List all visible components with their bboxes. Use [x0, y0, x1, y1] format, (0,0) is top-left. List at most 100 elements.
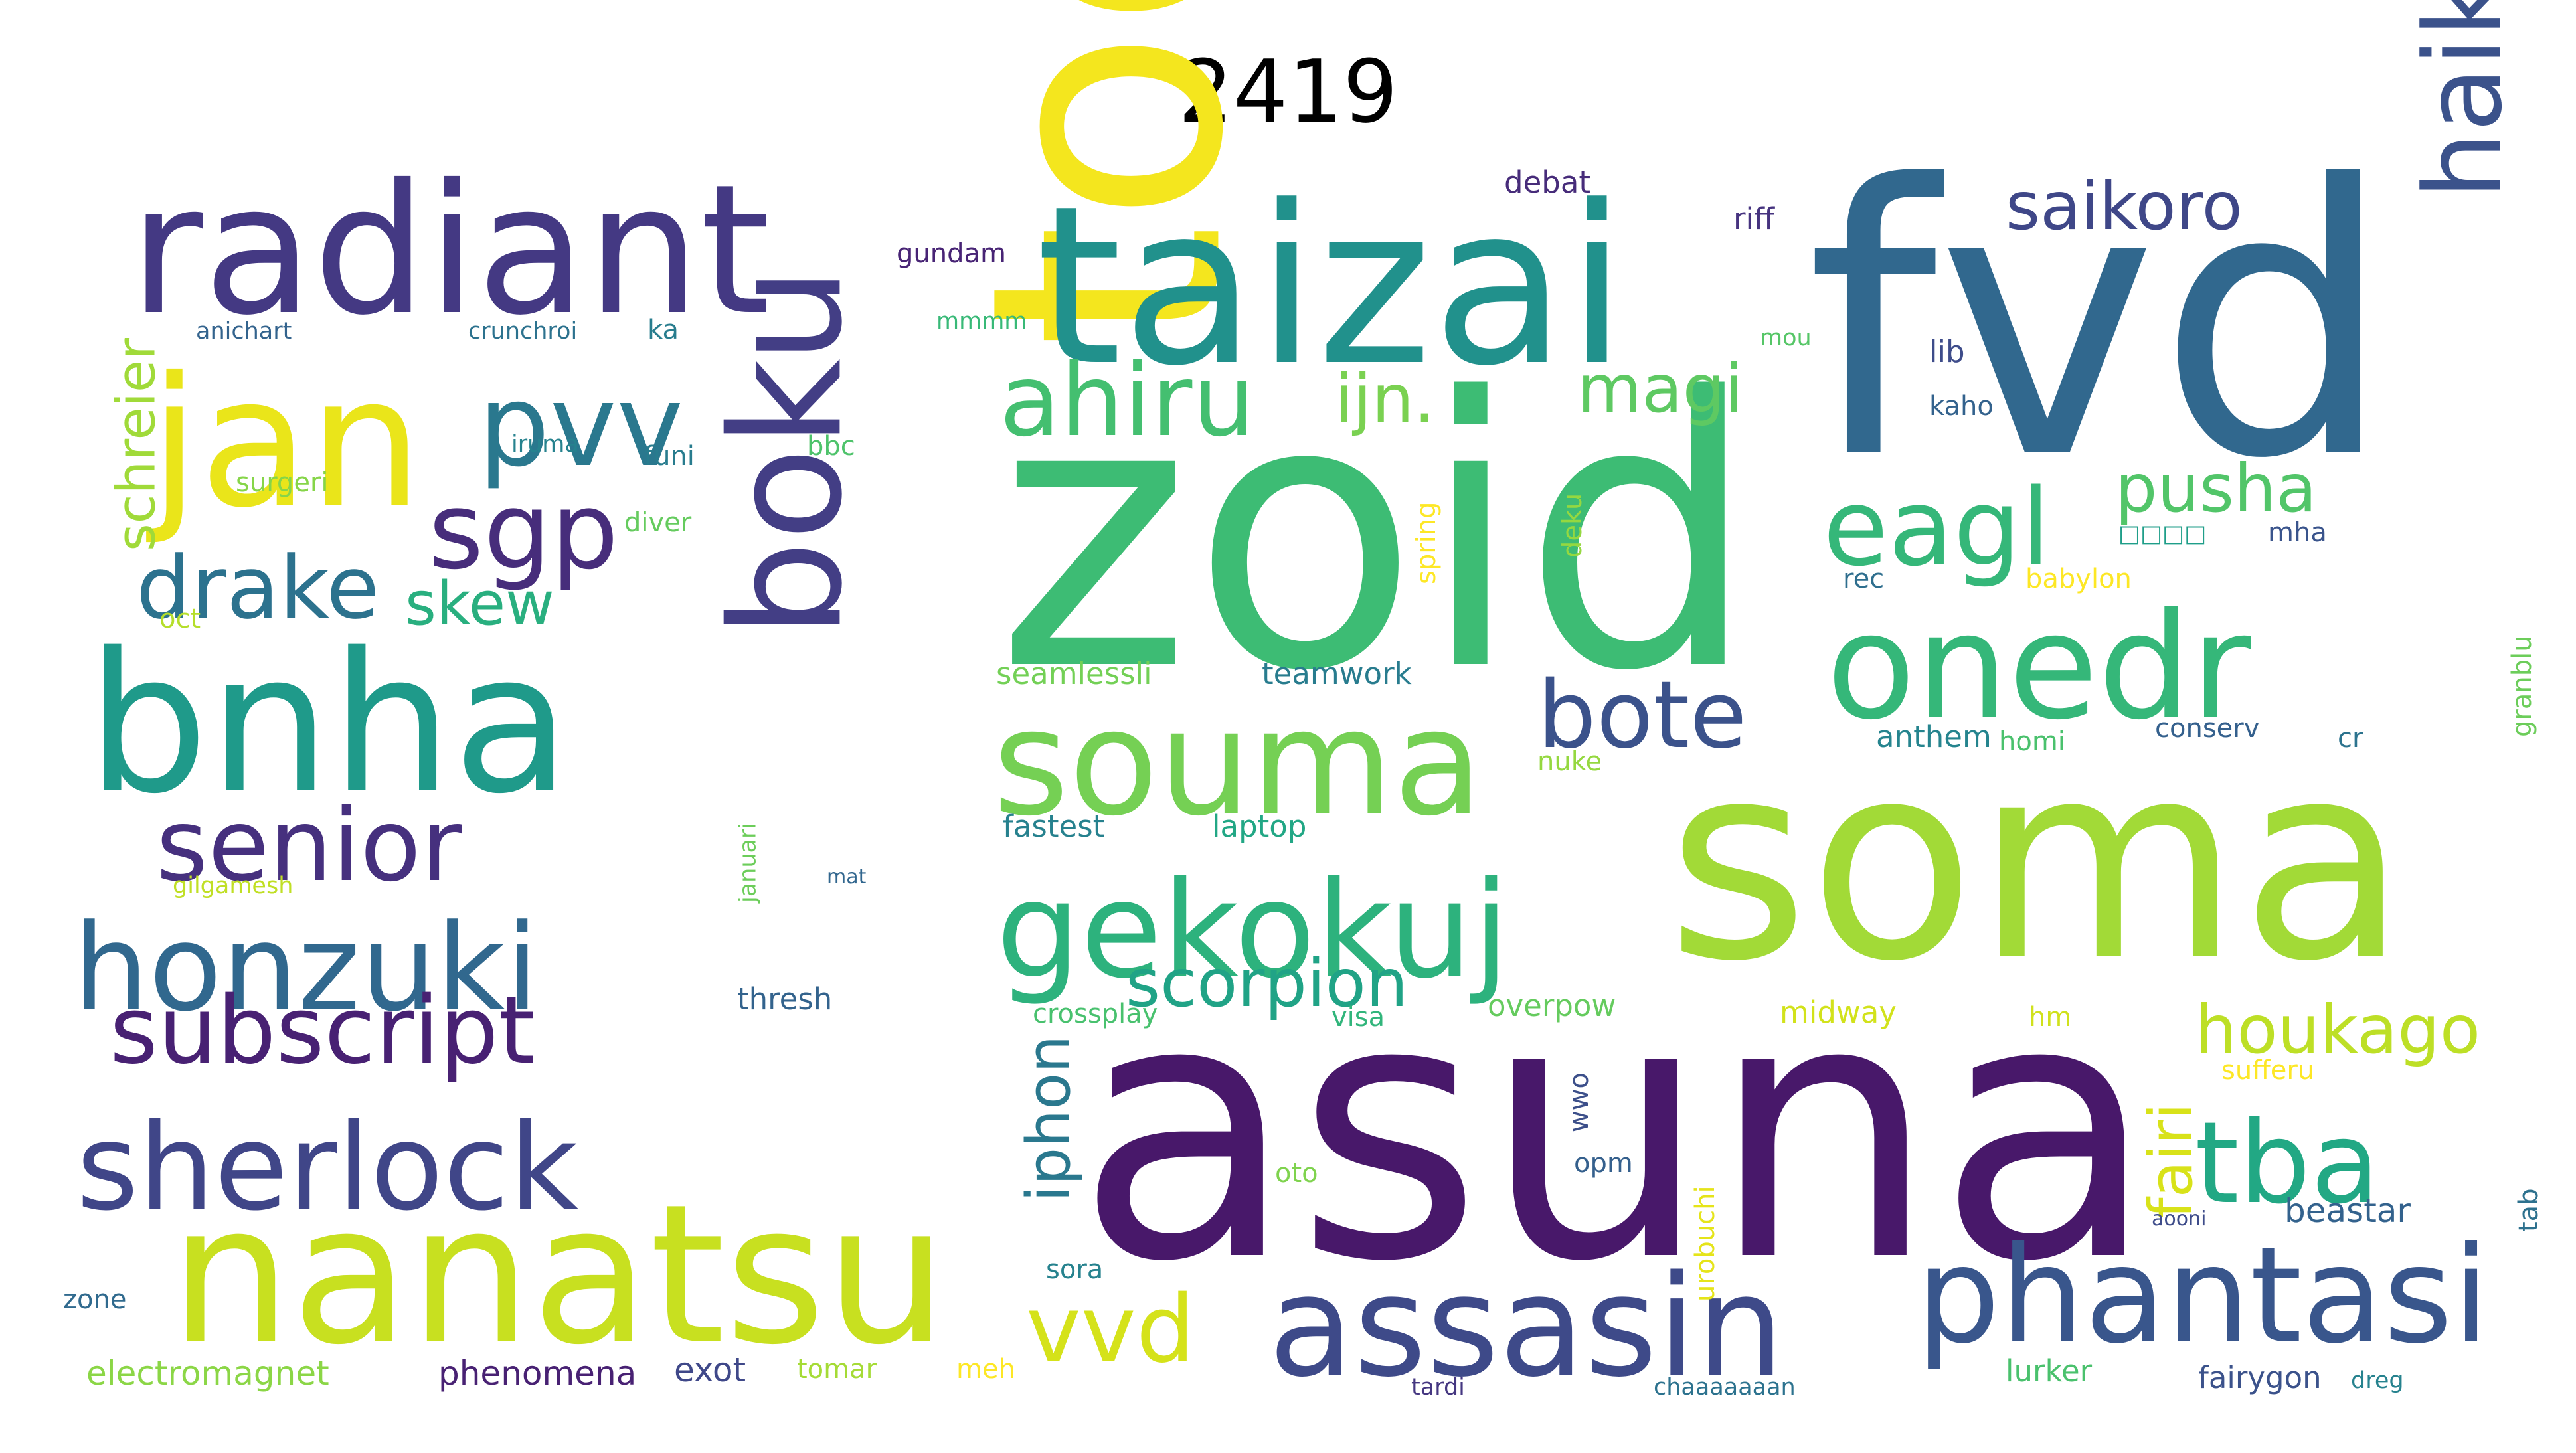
word-88: sora: [1046, 1254, 1103, 1285]
word-36: iphon: [1014, 1035, 1084, 1202]
word-35: skew: [405, 569, 555, 639]
word-69: januari: [734, 823, 761, 904]
word-73: mat: [827, 865, 867, 889]
wordcloud-title: 2419: [1178, 41, 1398, 142]
word-18: sherlock: [76, 1098, 578, 1237]
word-5: taizai: [1036, 159, 1627, 414]
word-94: meh: [956, 1354, 1015, 1385]
word-71: laptop: [1212, 809, 1306, 844]
word-3: soma: [1667, 703, 2407, 1021]
word-81: urobuchi: [1690, 1185, 1721, 1302]
word-72: gilgamesh: [173, 873, 293, 899]
word-4: todd: [922, 0, 1294, 349]
word-8: bnha: [86, 612, 570, 836]
word-33: ijn.: [1335, 360, 1435, 438]
word-87: tab: [2514, 1188, 2544, 1232]
word-29: scorpion: [1126, 944, 1408, 1022]
word-99: dreg: [2351, 1367, 2404, 1394]
word-80: sufferu: [2221, 1055, 2314, 1086]
word-46: mou: [1760, 325, 1812, 351]
word-22: senior: [156, 788, 462, 904]
word-1: zoid: [996, 319, 1759, 752]
word-42: ka: [647, 315, 679, 345]
word-82: opm: [1574, 1148, 1633, 1179]
word-25: sgp: [428, 469, 618, 593]
word-54: spring: [1411, 501, 1442, 584]
word-13: assasin: [1268, 1245, 1784, 1408]
word-57: mha: [2268, 517, 2327, 548]
word-21: ahiru: [999, 343, 1255, 459]
word-16: haikyuu: [2401, 0, 2526, 199]
word-95: tardi: [1411, 1374, 1465, 1401]
word-59: babylon: [2025, 564, 2132, 594]
word-9: jan: [144, 338, 423, 547]
word-91: phenomena: [438, 1354, 636, 1393]
word-44: debat: [1504, 165, 1590, 200]
word-39: gundam: [897, 238, 1006, 269]
word-10: boku: [699, 266, 876, 638]
word-86: beastar: [2284, 1191, 2411, 1230]
word-32: saikoro: [2006, 167, 2243, 245]
word-51: bbc: [807, 431, 855, 462]
word-28: vvd: [1026, 1276, 1195, 1384]
word-12: souma: [993, 678, 1483, 848]
word-79: hm: [2029, 1002, 2071, 1033]
word-84: oto: [1275, 1158, 1318, 1189]
word-61: seamlessli: [996, 656, 1152, 691]
word-41: crunchroi: [468, 318, 577, 345]
word-85: aooni: [2152, 1207, 2206, 1231]
word-48: kaho: [1929, 391, 1994, 422]
word-64: anthem: [1876, 719, 1992, 754]
word-62: teamwork: [1262, 656, 1412, 691]
word-97: lurker: [2006, 1353, 2093, 1389]
word-0: fvd: [1806, 107, 2393, 540]
word-74: thresh: [737, 982, 832, 1017]
word-92: exot: [674, 1351, 746, 1389]
word-20: eagl: [1823, 466, 2051, 590]
word-77: overpow: [1488, 988, 1616, 1023]
word-96: chaaaaaaan: [1654, 1374, 1796, 1401]
word-50: funi: [644, 441, 695, 471]
word-98: fairygon: [2198, 1360, 2322, 1395]
word-37: fairi: [2136, 1103, 2206, 1219]
word-78: midway: [1780, 995, 1897, 1030]
word-6: radiant: [129, 145, 770, 355]
word-56: oct: [159, 604, 201, 634]
word-68: nuke: [1537, 746, 1602, 777]
word-93: tomar: [797, 1354, 877, 1385]
word-19: tba: [2195, 1098, 2380, 1229]
word-14: phantasi: [1916, 1219, 2490, 1373]
word-17: honzuki: [73, 899, 539, 1038]
word-53: diver: [624, 507, 692, 538]
word-58: rec: [1843, 564, 1884, 594]
word-26: drake: [136, 537, 379, 638]
word-75: crossplay: [1033, 999, 1158, 1029]
word-45: riff: [1733, 201, 1775, 236]
word-90: electromagnet: [86, 1354, 329, 1393]
word-34: pusha: [2115, 450, 2317, 527]
word-60: □□□□: [2118, 521, 2206, 547]
word-66: conserv: [2155, 713, 2259, 744]
word-49: iruma: [511, 431, 579, 458]
word-38: schreier: [105, 338, 167, 551]
word-30: houkago: [2195, 991, 2480, 1068]
word-83: wwo: [1564, 1072, 1594, 1132]
word-47: lib: [1929, 334, 1965, 369]
word-55: deku: [1557, 493, 1588, 558]
word-23: subscript: [110, 977, 535, 1085]
word-24: pvv: [478, 361, 683, 492]
word-43: mmmm: [936, 308, 1027, 335]
word-7: nanatsu: [169, 1163, 948, 1387]
word-40: anichart: [196, 318, 292, 345]
word-76: visa: [1331, 1002, 1385, 1033]
word-31: magi: [1577, 350, 1743, 428]
word-27: bote: [1537, 661, 1747, 770]
word-11: onedr: [1826, 582, 2251, 752]
word-15: gekokuj: [996, 853, 1509, 1008]
word-70: fastest: [1003, 809, 1104, 844]
word-89: zone: [63, 1284, 126, 1315]
word-67: cr: [2338, 723, 2363, 754]
word-52: surgeri: [236, 468, 329, 498]
word-65: homi: [1999, 726, 2065, 757]
